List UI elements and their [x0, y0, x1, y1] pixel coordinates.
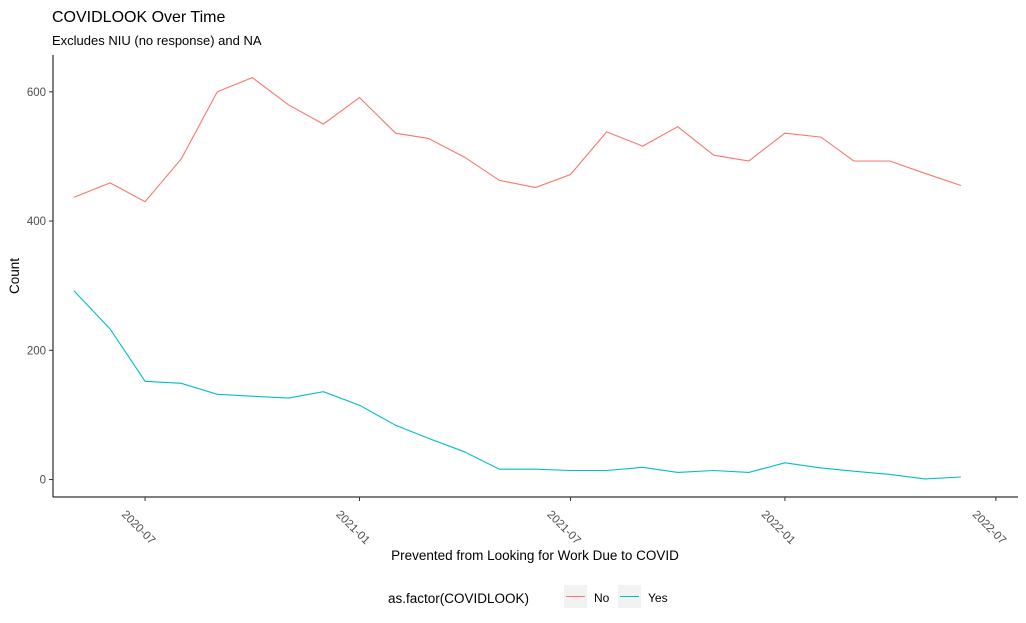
legend-key-yes [618, 585, 641, 608]
plot-area: 0 200 400 600 2020-07 2021-01 2021-07 2022-01 20… [27, 55, 1018, 547]
chart-subtitle: Excludes NIU (no response) and NA [52, 33, 262, 48]
y-axis-title: Count [7, 258, 22, 294]
legend-label-no: No [594, 591, 610, 605]
x-tick-label: 2021-07 [544, 509, 582, 547]
x-tick-label: 2022-01 [759, 509, 797, 547]
x-tick-label: 2022-07 [970, 509, 1008, 547]
x-axis-title: Prevented from Looking for Work Due to C… [391, 548, 679, 563]
legend-items: No Yes [564, 585, 668, 608]
series-line-no [73, 76, 962, 203]
legend-title: as.factor(COVIDLOOK) [388, 591, 529, 606]
legend: as.factor(COVIDLOOK) No Yes [388, 585, 668, 608]
y-tick-label: 0 [40, 475, 46, 487]
x-tick-label: 2020-07 [119, 509, 157, 547]
y-tick-label: 400 [27, 216, 46, 228]
series-line-yes [73, 290, 961, 480]
x-tick-label: 2021-01 [333, 509, 371, 547]
legend-label-yes: Yes [648, 591, 668, 605]
legend-key-no [564, 585, 587, 608]
chart-title: COVIDLOOK Over Time [52, 9, 225, 26]
y-tick-label: 600 [27, 87, 46, 99]
y-tick-label: 200 [27, 345, 46, 357]
